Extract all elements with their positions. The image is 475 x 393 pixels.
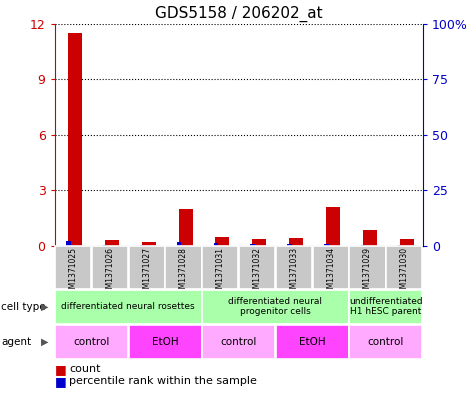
Bar xyxy=(386,246,422,289)
Bar xyxy=(363,230,377,246)
Bar xyxy=(361,244,365,246)
Bar xyxy=(68,33,82,246)
Title: GDS5158 / 206202_at: GDS5158 / 206202_at xyxy=(155,6,323,22)
Bar xyxy=(55,246,91,289)
Bar xyxy=(129,246,165,289)
Bar xyxy=(105,241,119,246)
Text: ▶: ▶ xyxy=(41,301,49,312)
Text: differentiated neural
progenitor cells: differentiated neural progenitor cells xyxy=(228,297,323,316)
Text: control: control xyxy=(73,337,110,347)
Bar xyxy=(92,246,128,289)
Bar xyxy=(398,245,402,246)
Bar xyxy=(129,325,201,359)
Bar xyxy=(276,325,349,359)
Text: GSM1371030: GSM1371030 xyxy=(400,247,409,298)
Bar xyxy=(165,246,201,289)
Bar xyxy=(55,325,128,359)
Text: agent: agent xyxy=(1,337,31,347)
Bar xyxy=(313,246,349,289)
Text: count: count xyxy=(69,364,100,375)
Bar xyxy=(350,290,422,323)
Bar xyxy=(324,244,329,246)
Bar xyxy=(287,244,292,246)
Text: cell type: cell type xyxy=(1,301,46,312)
Bar xyxy=(55,290,201,323)
Bar xyxy=(399,239,414,246)
Text: control: control xyxy=(220,337,257,347)
Text: control: control xyxy=(368,337,404,347)
Bar xyxy=(350,325,422,359)
Bar xyxy=(250,244,255,246)
Bar xyxy=(289,238,303,246)
Bar xyxy=(239,246,275,289)
Bar xyxy=(140,245,144,246)
Text: ■: ■ xyxy=(55,363,66,376)
Bar xyxy=(103,245,108,246)
Text: GSM1371026: GSM1371026 xyxy=(105,247,114,298)
Bar xyxy=(142,242,156,246)
Bar xyxy=(350,246,386,289)
Bar xyxy=(216,237,229,246)
Bar xyxy=(202,290,349,323)
Text: GSM1371027: GSM1371027 xyxy=(142,247,151,298)
Text: differentiated neural rosettes: differentiated neural rosettes xyxy=(61,302,195,311)
Text: percentile rank within the sample: percentile rank within the sample xyxy=(69,376,257,386)
Text: GSM1371032: GSM1371032 xyxy=(253,247,262,298)
Text: GSM1371033: GSM1371033 xyxy=(289,247,298,298)
Bar xyxy=(326,207,340,246)
Text: ▶: ▶ xyxy=(41,337,49,347)
Bar xyxy=(66,241,71,246)
Text: GSM1371025: GSM1371025 xyxy=(68,247,77,298)
Text: GSM1371028: GSM1371028 xyxy=(179,247,188,298)
Bar xyxy=(202,246,238,289)
Text: EtOH: EtOH xyxy=(152,337,179,347)
Bar xyxy=(202,325,275,359)
Text: EtOH: EtOH xyxy=(299,337,326,347)
Bar xyxy=(177,242,181,246)
Bar xyxy=(179,209,193,246)
Bar xyxy=(252,239,266,246)
Text: GSM1371029: GSM1371029 xyxy=(363,247,372,298)
Text: ■: ■ xyxy=(55,375,66,388)
Bar xyxy=(276,246,312,289)
Text: GSM1371034: GSM1371034 xyxy=(326,247,335,298)
Bar xyxy=(214,243,218,246)
Text: GSM1371031: GSM1371031 xyxy=(216,247,225,298)
Text: undifferentiated
H1 hESC parent: undifferentiated H1 hESC parent xyxy=(349,297,423,316)
